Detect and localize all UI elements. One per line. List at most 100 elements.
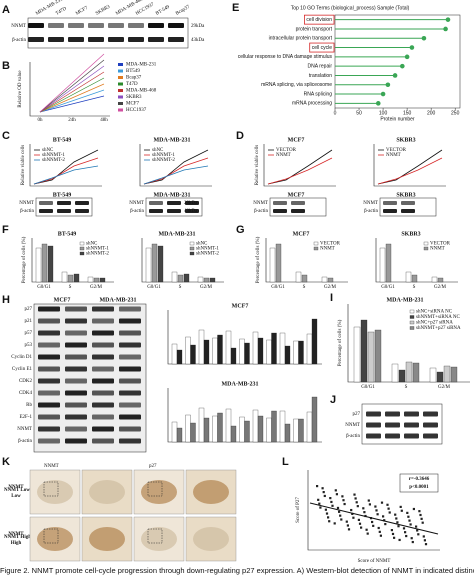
blot-frame: [379, 197, 437, 217]
growth-curve: [267, 157, 333, 185]
blot-band: [38, 366, 60, 372]
y-axis-label: Percentage of cells (%): [22, 236, 27, 283]
blot-band: [273, 209, 287, 213]
legend-swatch: [423, 241, 429, 246]
legend-swatch: [409, 309, 415, 314]
bar: [295, 271, 302, 283]
scatter-dot: [352, 516, 355, 519]
scatter-dot: [346, 524, 349, 527]
legend-label: shNC: [86, 242, 98, 247]
blot-band: [119, 366, 141, 372]
legend-swatch: [118, 69, 123, 73]
row-label: CDK4: [19, 391, 33, 396]
x-tick-label: S: [179, 285, 182, 290]
blot-band: [401, 201, 415, 205]
scatter-dot: [417, 533, 420, 536]
x-tick-label: S: [405, 385, 408, 390]
growth-curve: [377, 157, 443, 185]
bar: [367, 331, 375, 383]
legend-label: MCF7: [126, 102, 140, 107]
panel-letter: G: [236, 224, 245, 236]
subplot-title: MDA-MB-231: [154, 137, 191, 143]
scatter-dot: [341, 495, 344, 498]
axes: [263, 144, 336, 187]
scatter-dot: [405, 534, 408, 538]
legend-label: shNNMT-2: [86, 252, 109, 257]
lollipop-dot: [443, 26, 448, 32]
category-label: RNA splicing: [304, 91, 333, 97]
lollipop-dot: [404, 54, 410, 60]
row-label: p27: [25, 307, 33, 312]
growth-curve: [143, 149, 209, 185]
scatter-dot: [410, 537, 413, 540]
blot-band: [401, 209, 415, 213]
blot-band: [148, 37, 164, 42]
x-axis-label: Protein number: [380, 116, 415, 122]
row-label: NNMT: [19, 201, 34, 206]
legend-swatch: [118, 95, 123, 99]
axes: [375, 238, 458, 283]
bar: [398, 369, 406, 383]
scatter-dot: [354, 497, 357, 500]
size-label: 29kDa: [184, 201, 198, 206]
scatter-dot: [327, 516, 330, 519]
blot-band: [291, 201, 305, 205]
bar: [311, 318, 318, 365]
highlight-box: [309, 42, 335, 53]
zoom-box: [43, 528, 59, 544]
blot-band: [128, 37, 144, 42]
blot-band: [38, 318, 60, 324]
row-label: β-actin: [364, 209, 378, 214]
row-label: NNMT: [253, 201, 268, 206]
blot-band: [65, 390, 87, 396]
legend-swatch: [189, 251, 195, 256]
legend-label: shNC: [152, 148, 164, 153]
scatter-dot: [368, 503, 371, 506]
bar: [171, 343, 178, 365]
legend-label: shNNMT-2: [196, 252, 219, 257]
legend-swatch: [118, 76, 123, 79]
legend-label: MDA-MB-468: [126, 89, 157, 94]
bar: [244, 342, 250, 365]
scatter-dot: [418, 510, 421, 513]
blot-band: [88, 23, 104, 28]
blot-band: [385, 433, 400, 439]
row-label: NNMT: [17, 427, 32, 432]
blot-band: [75, 209, 89, 213]
axes: [141, 238, 224, 283]
subplot-title: MCF7: [232, 303, 249, 309]
blot-band: [119, 354, 141, 360]
blot-band: [185, 201, 199, 205]
x-tick-label: 48h: [100, 118, 108, 123]
blot-band: [92, 330, 114, 336]
blot-band: [39, 209, 53, 213]
zoom-box: [147, 528, 163, 544]
scatter-dot: [419, 513, 422, 517]
bar: [443, 365, 451, 383]
scatter-dot: [378, 530, 381, 533]
blot-band: [119, 318, 141, 324]
bar: [279, 410, 286, 443]
blot-band: [167, 201, 181, 205]
bar: [379, 247, 386, 283]
scatter-dot: [412, 507, 415, 511]
panel-letter: C: [2, 130, 10, 142]
scatter-dot: [388, 511, 391, 514]
x-tick-label: G2/M: [324, 285, 337, 290]
category-label: cellular response to DNA damage stimulus: [238, 54, 333, 60]
scatter-dot: [399, 505, 402, 508]
bar: [212, 415, 218, 443]
growth-curve: [39, 89, 105, 113]
panel-letter: B: [2, 60, 10, 72]
blot-band: [149, 209, 163, 213]
x-tick-label: G0/G1: [381, 285, 395, 290]
regression-line: [309, 502, 439, 535]
legend-label: T47D: [126, 82, 138, 87]
growth-curve: [33, 149, 99, 185]
row-label-line: Low: [11, 494, 21, 499]
bar: [293, 418, 299, 443]
row-label: β-actin: [130, 209, 144, 214]
blot-band: [65, 414, 87, 420]
blot-band: [92, 378, 114, 384]
blot-band: [291, 209, 305, 213]
